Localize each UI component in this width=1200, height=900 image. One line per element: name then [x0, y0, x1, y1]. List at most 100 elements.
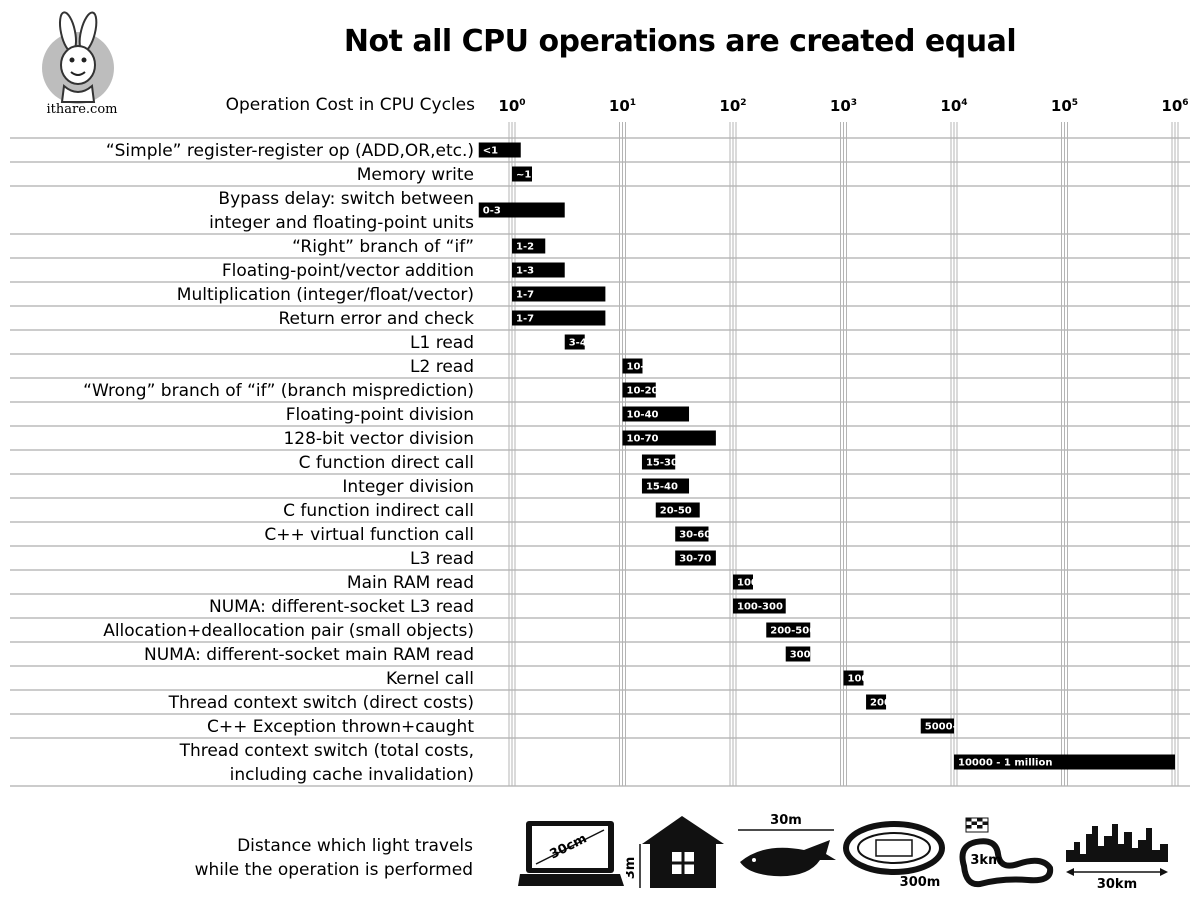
tick-label-6: 106	[1161, 97, 1188, 115]
bar-3	[512, 238, 546, 254]
bar-label-5: 1-7	[516, 290, 534, 301]
bar-1	[512, 166, 532, 182]
bar-17	[733, 574, 753, 590]
row-label-22: Thread context switch (direct costs)	[168, 693, 474, 713]
bar-0	[478, 142, 521, 158]
row-label-15: C++ virtual function call	[264, 525, 474, 545]
bar-label-19: 200-500	[770, 626, 816, 637]
row-label-20: NUMA: different-socket main RAM read	[144, 645, 474, 665]
whale-picture: 30m	[734, 812, 840, 894]
bar-label-20: 300-500	[790, 650, 836, 661]
bar-label-0: <1	[483, 146, 498, 157]
row-label-17: Main RAM read	[347, 573, 474, 593]
bar-15	[675, 526, 709, 542]
light-distance-line-1: Distance which light travels	[237, 836, 473, 856]
bar-label-16: 30-70	[679, 554, 711, 565]
row-label-8: L2 read	[410, 357, 474, 377]
row-label-2-line-1: integer and floating-point units	[209, 213, 474, 233]
race-track-icon: 3km	[959, 817, 1054, 888]
house-icon: 3m	[623, 816, 724, 888]
stadium-picture: 300m	[842, 818, 946, 894]
bar-19	[766, 622, 811, 638]
bar-label-7: 3-4	[569, 338, 587, 349]
whale-label: 30m	[770, 813, 802, 828]
row-label-24-line-0: Thread context switch (total costs,	[179, 741, 474, 761]
light-distance-line-2: while the operation is performed	[194, 860, 473, 880]
column-header: Operation Cost in CPU Cycles	[225, 95, 475, 115]
bar-4	[512, 262, 565, 278]
row-label-11: 128-bit vector division	[283, 429, 474, 449]
tick-label-2: 102	[719, 97, 746, 115]
bar-5	[512, 286, 606, 302]
row-label-24-line-1: including cache invalidation)	[230, 765, 474, 785]
bar-20	[785, 646, 811, 662]
row-label-19: Allocation+deallocation pair (small obje…	[103, 621, 474, 641]
bar-label-13: 15-40	[646, 482, 678, 493]
tick-label-0: 100	[498, 97, 525, 115]
laptop-icon: 30cm	[518, 821, 624, 886]
bar-label-8: 10-12	[627, 362, 659, 373]
bar-8	[622, 358, 643, 374]
page-title: Not all CPU operations are created equal	[343, 24, 1017, 59]
bar-7	[564, 334, 585, 350]
light-distance-label: Distance which light travels while the o…	[140, 834, 473, 882]
bar-label-22: 2000	[870, 698, 898, 709]
tick-label-1: 101	[609, 97, 636, 115]
row-label-16: L3 read	[410, 549, 474, 569]
bar-label-14: 20-50	[660, 506, 692, 517]
row-label-2-line-0: Bypass delay: switch between	[218, 189, 474, 209]
cost-chart: 100 101 102 103 104 105 106 “Simple” register-r…	[10, 97, 1190, 787]
row-label-13: Integer division	[342, 477, 474, 497]
bar-10	[622, 406, 690, 422]
row-label-4: Floating-point/vector addition	[222, 261, 474, 281]
row-label-14: C function indirect call	[283, 501, 474, 521]
row-label-7: L1 read	[410, 333, 474, 353]
bar-13	[641, 478, 690, 494]
bar-label-12: 15-30	[646, 458, 678, 469]
row-label-0: “Simple” register-register op (ADD,OR,et…	[106, 141, 474, 161]
logo	[38, 10, 118, 120]
bar-label-6: 1-7	[516, 314, 534, 325]
stadium-label: 300m	[900, 875, 941, 890]
bar-24	[954, 754, 1175, 770]
bar-16	[675, 550, 716, 566]
row-label-6: Return error and check	[278, 309, 474, 329]
bar-23	[920, 718, 954, 734]
row-label-23: C++ Exception thrown+caught	[207, 717, 474, 737]
stadium-icon: 300m	[843, 821, 945, 890]
city-label: 30km	[1097, 877, 1137, 890]
tick-label-4: 104	[940, 97, 967, 115]
bar-label-15: 30-60	[679, 530, 711, 541]
bar-label-2: 0-3	[483, 206, 501, 217]
bar-label-11: 10-70	[627, 434, 659, 445]
bar-22	[866, 694, 887, 710]
bar-label-10: 10-40	[627, 410, 659, 421]
bar-12	[641, 454, 676, 470]
row-label-9: “Wrong” branch of “if” (branch mispredic…	[83, 381, 474, 401]
bar-6	[512, 310, 606, 326]
laptop-picture: 30cm	[518, 818, 624, 892]
bar-label-4: 1-3	[516, 266, 534, 277]
row-label-3: “Right” branch of “if”	[292, 237, 474, 257]
bar-2	[478, 202, 565, 218]
bar-label-17: 100-150	[737, 578, 783, 589]
row-label-12: C function direct call	[299, 453, 474, 473]
bar-label-24: 10000 - 1 million	[958, 758, 1052, 769]
row-label-21: Kernel call	[386, 669, 474, 689]
site-name[interactable]: ithare.com	[46, 102, 118, 117]
row-label-10: Floating-point division	[286, 405, 474, 425]
whale-icon: 30m	[738, 813, 836, 877]
bar-11	[622, 430, 716, 446]
bar-21	[843, 670, 864, 686]
bar-label-21: 1000-1500	[848, 674, 908, 685]
house-label: 3m	[626, 857, 638, 880]
bar-label-1: ~1	[516, 170, 531, 181]
tick-label-3: 103	[830, 97, 857, 115]
city-skyline-icon: 30km	[1066, 824, 1168, 892]
tick-label-5: 105	[1051, 97, 1078, 115]
bar-label-9: 10-20	[627, 386, 659, 397]
bar-label-18: 100-300	[737, 602, 783, 613]
bar-18	[733, 598, 786, 614]
race-track-picture: 3km	[952, 814, 1058, 894]
bar-label-23: 5000-10000	[925, 722, 992, 733]
